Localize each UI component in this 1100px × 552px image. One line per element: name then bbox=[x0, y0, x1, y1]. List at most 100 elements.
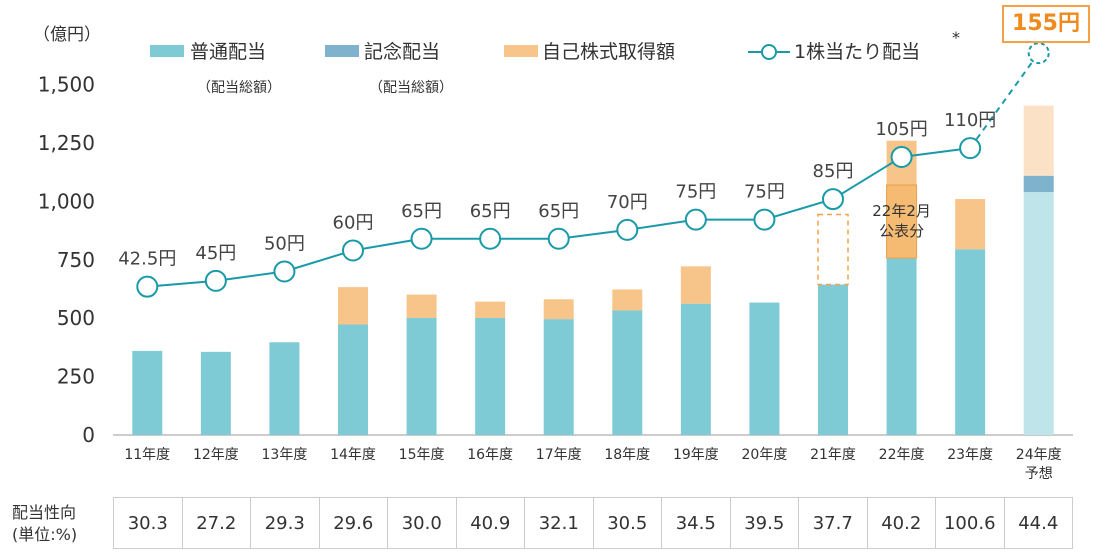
x-tick-label: 14年度 bbox=[330, 447, 376, 463]
bar-segment-regular bbox=[543, 319, 574, 435]
dps-value-label: 65円 bbox=[401, 201, 442, 222]
legend-dps: 1株当たり配当 bbox=[794, 41, 921, 63]
dps-line-forecast bbox=[969, 52, 1040, 149]
x-tick-label: 17年度 bbox=[536, 447, 582, 463]
dps-value-label: 85円 bbox=[813, 161, 854, 182]
bar-segment-regular bbox=[1023, 192, 1054, 435]
payout-ratio-cell: 100.6 bbox=[936, 498, 1005, 548]
bar-segment-buyback bbox=[338, 287, 368, 325]
bar-segment-regular bbox=[612, 310, 643, 435]
legend-share-buyback: 自己株式取得額 bbox=[542, 41, 676, 63]
y-unit-label: （億円） bbox=[33, 25, 101, 45]
dps-value-label: 60円 bbox=[333, 212, 374, 233]
y-tick-label: 0 bbox=[82, 423, 95, 447]
x-tick-label: 21年度 bbox=[810, 447, 856, 463]
legend-swatch-regular bbox=[150, 45, 184, 57]
bar-segment-buyback-planned bbox=[817, 213, 849, 286]
dps-point bbox=[342, 239, 364, 262]
bar-segment-regular bbox=[749, 302, 780, 435]
payout-ratio-cell: 29.6 bbox=[320, 498, 388, 548]
legend-commemorative-sub: （配当総額） bbox=[369, 80, 453, 96]
payout-ratio-cell: 34.5 bbox=[662, 498, 731, 548]
y-tick-label: 500 bbox=[57, 306, 95, 330]
payout-ratio-cell: 44.4 bbox=[1018, 512, 1059, 534]
legend-commemorative-dividend: 記念配当 bbox=[364, 41, 441, 63]
legend-regular-dividend: 普通配当 bbox=[190, 41, 267, 63]
dps-value-label: 75円 bbox=[675, 182, 716, 203]
dps-point bbox=[822, 188, 844, 211]
payout-ratio-table: 30.3 27.2 29.3 29.6 30.0 40.9 32.1 30.5 34.5 39.5… bbox=[113, 497, 1073, 549]
bar-segment-commemorative bbox=[1023, 175, 1054, 193]
bar-segment-buyback bbox=[612, 289, 643, 311]
dps-value-label: 105円 bbox=[875, 119, 927, 140]
dps-point bbox=[684, 208, 707, 231]
y-tick-label: 1,000 bbox=[38, 189, 95, 213]
y-tick-label: 1,500 bbox=[38, 73, 95, 97]
legend-swatch-buyback bbox=[504, 45, 538, 57]
x-tick-label: 12年度 bbox=[193, 447, 239, 463]
payout-ratio-cell: 30.5 bbox=[594, 498, 662, 548]
y-tick-label: 1,250 bbox=[38, 131, 95, 155]
payout-ratio-cell: 29.3 bbox=[251, 498, 320, 548]
dps-value-label: 50円 bbox=[264, 233, 305, 254]
x-tick-label: 18年度 bbox=[604, 447, 650, 463]
dps-point bbox=[136, 275, 159, 298]
bar-segment-regular bbox=[338, 324, 368, 435]
bar-segment-buyback bbox=[1023, 105, 1054, 176]
dps-value-label: 45円 bbox=[195, 243, 236, 264]
x-tick-label: 23年度 bbox=[947, 447, 993, 463]
bar-segment-regular bbox=[132, 350, 163, 435]
dps-point bbox=[753, 208, 776, 231]
x-tick-label: 13年度 bbox=[262, 447, 308, 463]
x-tick-sublabel: 予想 bbox=[1025, 466, 1053, 482]
dps-point bbox=[890, 146, 913, 169]
x-tick-label: 22年度 bbox=[879, 447, 925, 463]
bar-segment-regular bbox=[269, 342, 300, 435]
bar-segment-regular bbox=[680, 303, 711, 435]
dps-value-label: 70円 bbox=[607, 192, 648, 213]
payout-ratio-cell: 37.7 bbox=[799, 498, 868, 548]
dps-point bbox=[547, 227, 570, 250]
dps-value-label: 65円 bbox=[538, 201, 579, 222]
bar-segment-buyback bbox=[475, 301, 506, 318]
x-tick-label: 15年度 bbox=[399, 447, 445, 463]
bar-segment-buyback bbox=[680, 266, 711, 304]
payout-ratio-cell: 32.1 bbox=[525, 498, 594, 548]
x-tick-label: 20年度 bbox=[742, 447, 788, 463]
x-tick-label: 16年度 bbox=[467, 447, 513, 463]
payout-ratio-cell: 40.2 bbox=[868, 498, 936, 548]
annotation-line1: 22年2月 bbox=[872, 202, 931, 220]
payout-ratio-cell: 30.0 bbox=[388, 498, 457, 548]
x-tick-label: 11年度 bbox=[124, 447, 170, 463]
legend-regular-sub: （配当総額） bbox=[197, 80, 281, 96]
dps-point bbox=[410, 227, 433, 250]
payout-ratio-cell: 30.3 bbox=[114, 498, 183, 548]
payout-ratio-cell: 27.2 bbox=[183, 498, 251, 548]
bar-segment-regular bbox=[818, 284, 848, 435]
x-tick-label: 19年度 bbox=[673, 447, 719, 463]
annotation-line2: 公表分 bbox=[879, 222, 924, 240]
dps-value-label: 42.5円 bbox=[118, 249, 176, 270]
dps-point bbox=[616, 218, 639, 241]
announced-portion-box bbox=[886, 184, 918, 259]
legend-line-marker-icon bbox=[748, 44, 790, 60]
payout-ratio-cell: 40.9 bbox=[457, 498, 525, 548]
bar-segment-regular bbox=[406, 317, 437, 435]
bar-segment-buyback bbox=[406, 294, 437, 318]
bar-segment-regular bbox=[955, 249, 986, 435]
legend-swatch-commemorative bbox=[325, 45, 359, 57]
bar-segment-regular bbox=[475, 317, 506, 435]
dps-value-label: 65円 bbox=[470, 201, 511, 222]
x-tick-label: 24年度 bbox=[1016, 447, 1062, 463]
bar-segment-buyback bbox=[955, 199, 986, 250]
forecast-dps-highlight: 155円 bbox=[1002, 5, 1090, 43]
payout-ratio-unit: (単位:%) bbox=[12, 525, 78, 544]
bar-segment-regular bbox=[886, 252, 917, 435]
dps-value-label: 110円 bbox=[944, 110, 996, 131]
dps-point bbox=[959, 137, 982, 160]
legend-dps-footnote-mark: * bbox=[952, 28, 960, 47]
dps-point bbox=[1027, 42, 1050, 65]
payout-ratio-title: 配当性向 bbox=[12, 503, 77, 522]
dps-value-label: 75円 bbox=[744, 182, 785, 203]
